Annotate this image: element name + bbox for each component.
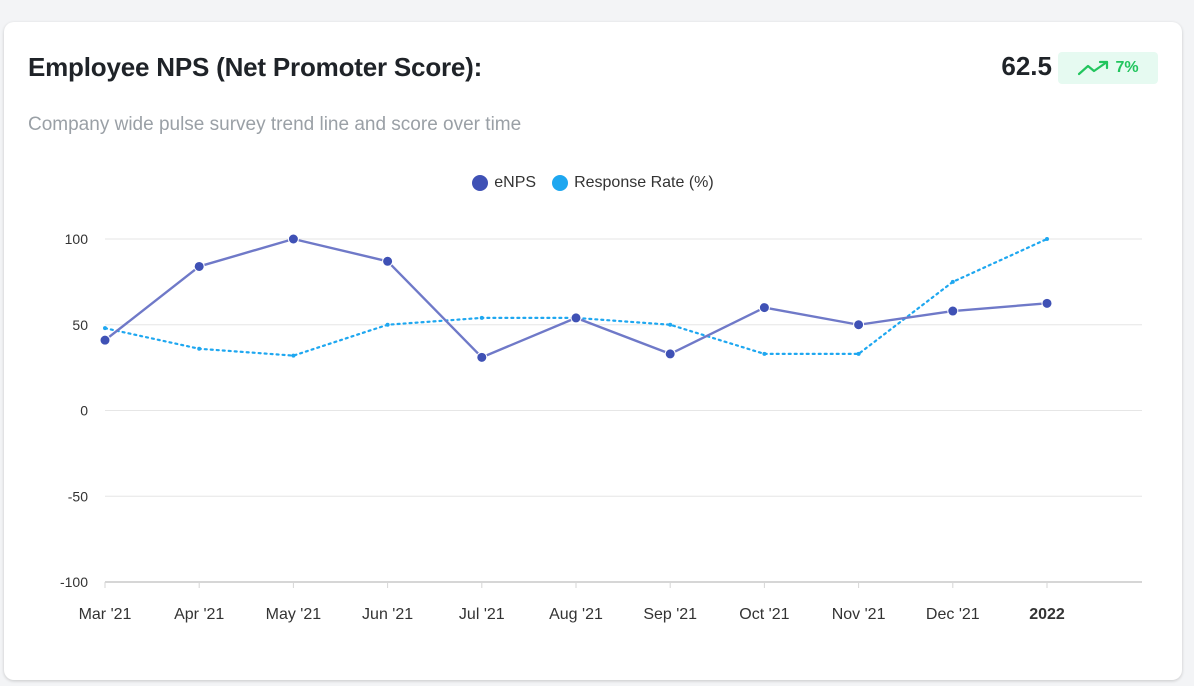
series-line-response-rate (103, 237, 1049, 357)
x-tick-label: 2022 (1029, 606, 1065, 623)
x-tick-label: Jul '21 (459, 606, 505, 623)
chart-legend: eNPS Response Rate (%) (4, 174, 1182, 192)
y-tick-label: 0 (80, 403, 88, 419)
legend-item-enps[interactable]: eNPS (472, 174, 536, 192)
x-tick-label: Oct '21 (739, 606, 789, 623)
x-tick-label: Apr '21 (174, 606, 224, 623)
data-point-response-rate (291, 353, 296, 358)
change-value: 7% (1115, 59, 1139, 76)
enps-card: Employee NPS (Net Promoter Score): 62.5 … (4, 22, 1182, 680)
data-point-response-rate (479, 315, 484, 320)
change-badge: 7% (1058, 52, 1158, 84)
data-point-enps (947, 305, 959, 317)
data-point-enps (664, 348, 676, 360)
legend-label-enps: eNPS (494, 174, 537, 191)
data-point-enps (193, 260, 205, 272)
x-tick-label: Mar '21 (79, 606, 132, 623)
card-subtitle: Company wide pulse survey trend line and… (28, 114, 522, 135)
data-point-enps (287, 233, 299, 245)
x-tick-label: Aug '21 (549, 606, 603, 623)
y-tick-label: -100 (60, 574, 88, 590)
data-point-response-rate (856, 351, 861, 356)
x-tick-label: May '21 (266, 606, 322, 623)
legend-item-response-rate[interactable]: Response Rate (%) (552, 174, 714, 192)
data-point-enps (570, 312, 582, 324)
x-tick-label: Jun '21 (362, 606, 413, 623)
data-point-enps (99, 334, 111, 346)
legend-swatch-enps (472, 175, 489, 191)
data-point-enps (1041, 297, 1053, 309)
data-point-response-rate (762, 351, 767, 356)
legend-label-response-rate: Response Rate (%) (574, 174, 714, 191)
enps-line-chart: 100 50 0 -50 -100 Mar '21 Apr '21 May '21 Jun '2… (60, 231, 1142, 623)
data-point-enps (382, 255, 394, 267)
card-title: Employee NPS (Net Promoter Score): (28, 52, 483, 82)
y-tick-label: 50 (72, 317, 88, 333)
x-tick-label: Dec '21 (926, 606, 980, 623)
data-point-response-rate (197, 346, 202, 351)
data-point-response-rate (385, 322, 390, 327)
y-tick-label: 100 (65, 231, 89, 247)
data-point-enps (476, 351, 488, 363)
y-tick-label: -50 (68, 488, 88, 504)
data-point-response-rate (950, 279, 955, 284)
trending-up-icon (1078, 60, 1109, 76)
series-line-enps (104, 237, 1048, 359)
data-point-enps (758, 302, 770, 314)
legend-swatch-response-rate (552, 175, 569, 191)
data-point-response-rate (1045, 237, 1049, 241)
data-point-enps (853, 319, 865, 331)
enps-score: 62.5 (1001, 51, 1052, 81)
x-tick-label: Sep '21 (643, 606, 697, 623)
data-point-response-rate (668, 322, 673, 327)
x-tick-label: Nov '21 (832, 606, 886, 623)
data-point-response-rate (103, 326, 107, 331)
